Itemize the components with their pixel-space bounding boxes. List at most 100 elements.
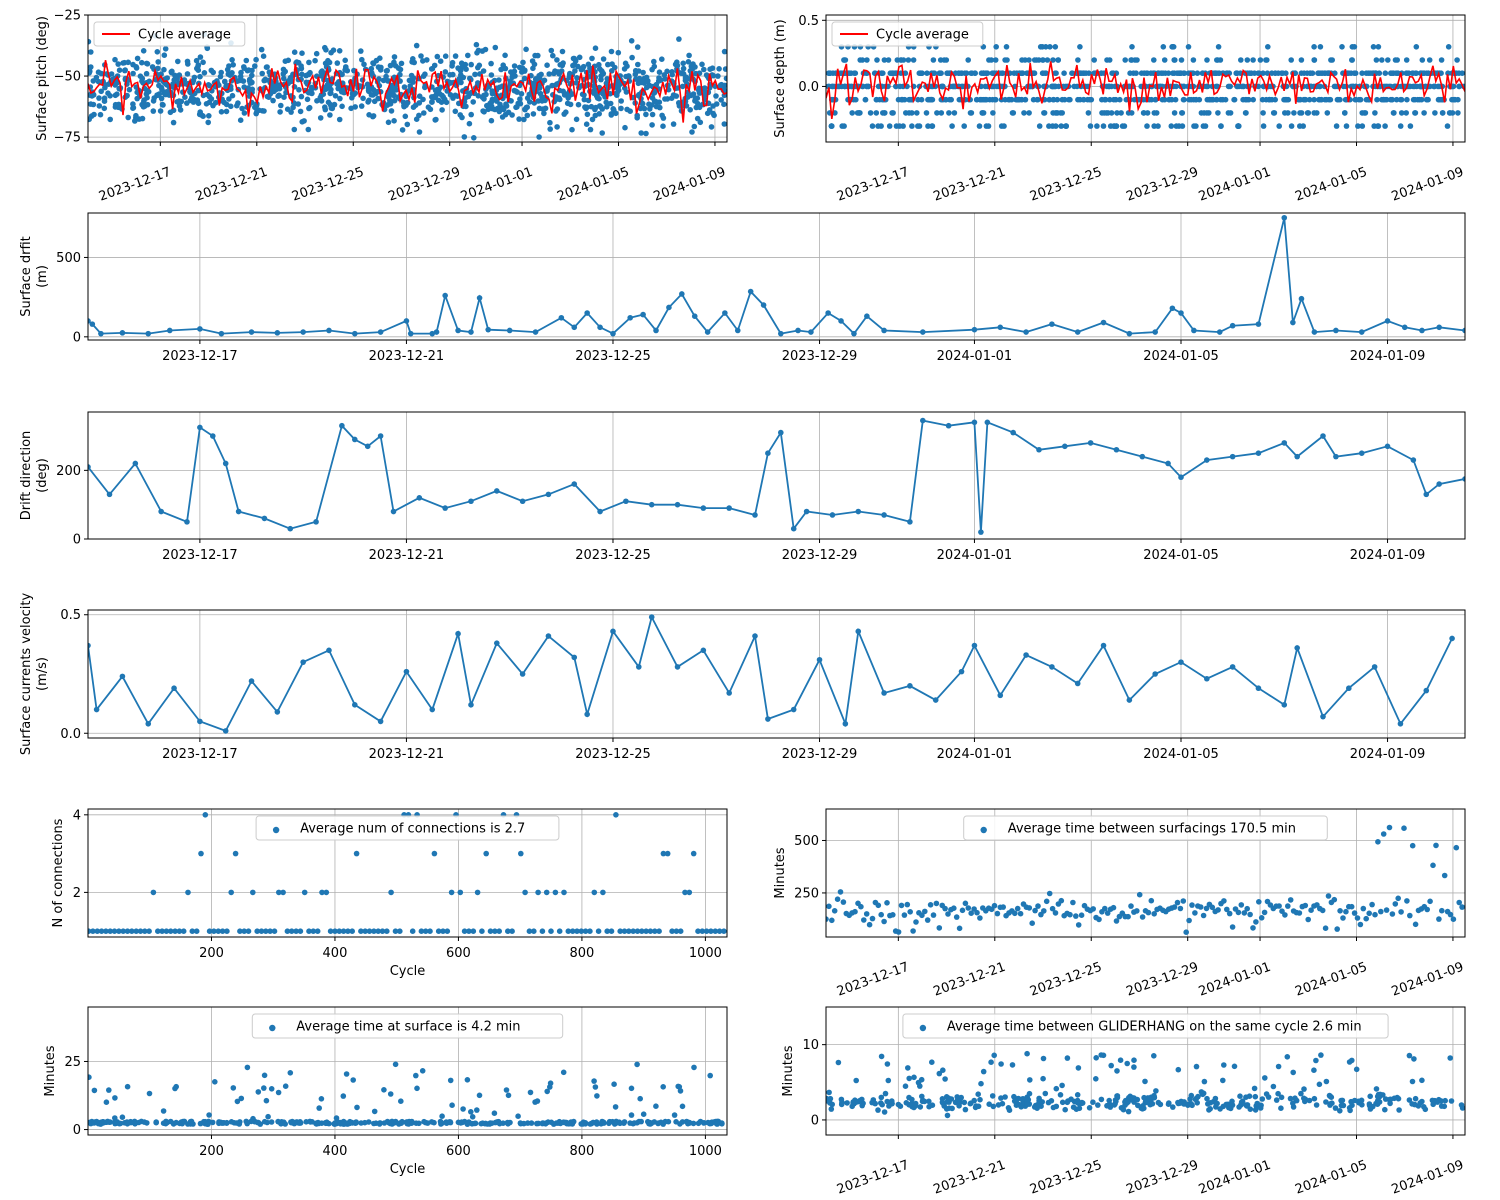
data-point <box>958 668 965 675</box>
series-line-group <box>88 614 1455 734</box>
data-point <box>425 104 432 110</box>
data-point <box>677 928 684 934</box>
data-point <box>1027 1077 1033 1083</box>
data-point <box>144 94 150 101</box>
data-point <box>208 96 215 102</box>
data-point <box>496 928 503 934</box>
data-point <box>161 52 168 58</box>
data-point <box>1152 671 1158 677</box>
data-point <box>459 114 465 121</box>
data-point <box>1106 57 1113 63</box>
legend-box <box>902 1013 1389 1039</box>
data-point <box>332 928 338 934</box>
data-point <box>634 44 641 50</box>
y-axis-label: Surface drfit <box>19 236 34 317</box>
data-point <box>1366 910 1372 917</box>
data-point <box>203 101 210 107</box>
data-point <box>1382 70 1389 76</box>
x-tick-label: 2023-12-29 <box>386 165 462 205</box>
data-point <box>1328 1094 1335 1100</box>
y-axis-label: Minutes <box>773 847 788 898</box>
data-point <box>604 104 610 110</box>
data-point <box>1412 110 1419 116</box>
data-point <box>1425 70 1432 76</box>
data-point <box>1066 96 1072 103</box>
data-point <box>1217 57 1224 63</box>
data-point <box>1151 110 1158 116</box>
data-point <box>391 97 398 104</box>
data-point <box>1315 70 1322 76</box>
data-point <box>488 72 495 78</box>
x-tick-label: 2024-01-01 <box>1197 165 1273 205</box>
data-point <box>262 76 269 83</box>
data-point <box>268 1119 275 1125</box>
data-point <box>863 911 870 917</box>
data-point <box>1451 96 1458 103</box>
data-point <box>458 60 465 66</box>
data-point <box>1426 57 1433 63</box>
data-point <box>1238 902 1245 908</box>
data-point <box>143 70 150 77</box>
data-point <box>885 57 892 63</box>
data-point <box>1171 904 1178 910</box>
data-point <box>1397 720 1404 727</box>
legend-marker-swatch <box>269 1024 276 1032</box>
data-point <box>1204 457 1210 463</box>
data-point <box>1329 57 1335 63</box>
data-point <box>1319 70 1326 76</box>
data-point <box>569 928 576 934</box>
data-point <box>1141 110 1147 116</box>
data-point <box>1004 57 1010 63</box>
data-point <box>1180 898 1187 904</box>
data-point <box>552 889 559 896</box>
data-point <box>699 61 705 68</box>
data-point <box>119 1114 126 1120</box>
data-point <box>323 47 329 53</box>
data-point <box>398 1098 404 1104</box>
data-point <box>284 928 291 934</box>
x-tick-label: 2024-01-09 <box>1390 1158 1466 1198</box>
data-point <box>241 65 247 71</box>
data-point <box>539 98 545 104</box>
data-point <box>305 126 312 133</box>
data-point <box>938 110 945 116</box>
data-point <box>917 1104 924 1110</box>
data-point <box>933 900 940 907</box>
data-point <box>747 288 754 295</box>
data-point <box>447 1077 454 1084</box>
data-point <box>1450 916 1457 922</box>
data-point <box>385 119 392 126</box>
data-point <box>258 46 265 53</box>
data-point <box>682 77 689 84</box>
data-point <box>1131 1064 1137 1070</box>
data-point <box>1417 83 1424 90</box>
series-line <box>88 419 1465 533</box>
data-point <box>217 73 224 80</box>
data-point <box>154 49 161 55</box>
data-point <box>306 928 312 934</box>
data-point <box>701 1120 707 1126</box>
data-point <box>1324 110 1331 116</box>
data-point <box>608 48 615 55</box>
data-point <box>1346 1105 1353 1111</box>
data-point <box>1401 324 1408 331</box>
data-point <box>472 71 478 78</box>
data-point <box>593 104 599 111</box>
data-point <box>140 48 147 54</box>
data-point <box>699 928 706 934</box>
data-point <box>106 491 113 498</box>
data-point <box>1087 96 1093 103</box>
data-point <box>1337 1108 1343 1114</box>
data-point <box>349 95 355 101</box>
data-point <box>1141 70 1148 76</box>
data-point <box>913 919 919 925</box>
data-point <box>1075 96 1081 103</box>
data-point <box>1098 1096 1105 1103</box>
data-point <box>931 70 938 76</box>
data-point <box>858 903 864 910</box>
data-point <box>972 70 978 76</box>
data-point <box>1412 1095 1419 1102</box>
data-point <box>1186 917 1192 924</box>
data-point <box>571 324 578 331</box>
data-point <box>612 1104 619 1110</box>
